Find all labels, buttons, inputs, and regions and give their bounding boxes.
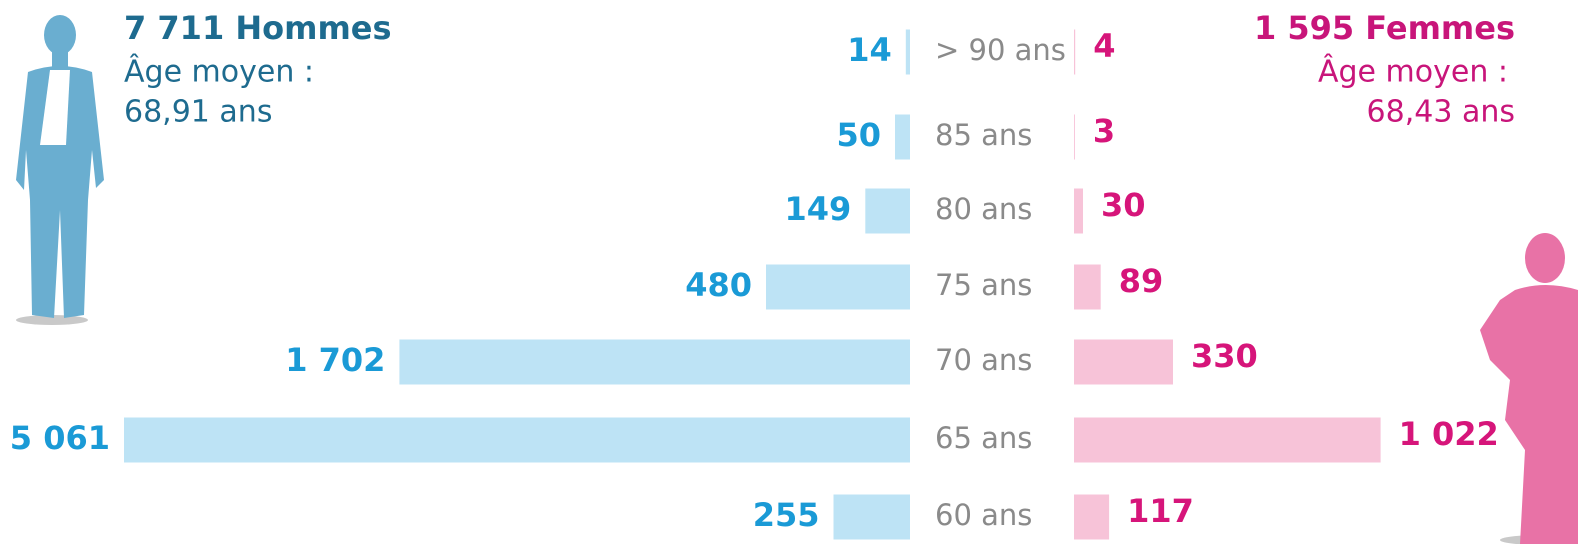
women-value-label: 30 [1101, 186, 1146, 224]
man-icon [16, 15, 104, 325]
men-bar-group [124, 417, 910, 463]
women-value-label: 330 [1191, 337, 1258, 375]
men-bar [833, 494, 910, 540]
men-mean: 68,91 ans [124, 95, 272, 130]
men-value-label: 480 [685, 266, 752, 304]
category-label: 80 ans [935, 192, 1032, 226]
women-subtitle: Âge moyen : [1318, 54, 1508, 90]
women-bar [1074, 417, 1381, 463]
women-value-label: 3 [1093, 112, 1115, 150]
women-bar [1074, 339, 1173, 385]
women-bar [1074, 494, 1110, 540]
men-value-label: 255 [753, 496, 820, 534]
women-value-label: 1 022 [1399, 415, 1499, 453]
woman-icon [1480, 233, 1578, 544]
men-title: 7 711 Hommes [124, 9, 392, 47]
category-label: 85 ans [935, 118, 1032, 152]
women-bar [1074, 188, 1083, 234]
women-value-label: 117 [1127, 492, 1194, 530]
women-value-label: 89 [1119, 262, 1164, 300]
men-value-label: 1 702 [285, 341, 385, 379]
men-subtitle: Âge moyen : [124, 54, 314, 90]
men-bar [124, 417, 910, 463]
men-bar-group [766, 264, 910, 310]
men-bar [895, 114, 910, 160]
men-bar-group [399, 339, 910, 385]
women-value-label: 4 [1093, 27, 1115, 65]
men-bar [905, 29, 910, 75]
women-mean: 68,43 ans [1367, 95, 1515, 130]
men-bar-group [833, 494, 910, 540]
men-bar-group [865, 188, 910, 234]
men-bar [766, 264, 910, 310]
men-bar-group [905, 29, 910, 75]
women-bar [1074, 29, 1076, 75]
men-value-label: 149 [785, 190, 852, 228]
women-bar [1074, 264, 1101, 310]
category-label: 70 ans [935, 343, 1032, 377]
category-label: 75 ans [935, 268, 1032, 302]
men-value-label: 14 [847, 31, 892, 69]
men-bar [865, 188, 910, 234]
category-label: > 90 ans [935, 33, 1066, 67]
women-bar [1074, 114, 1075, 160]
category-label: 65 ans [935, 421, 1032, 455]
men-value-label: 50 [836, 116, 881, 154]
men-bar [399, 339, 910, 385]
category-label: 60 ans [935, 498, 1032, 532]
men-value-label: 5 061 [10, 419, 110, 457]
men-bar-group [895, 114, 910, 160]
women-title: 1 595 Femmes [1254, 9, 1515, 47]
